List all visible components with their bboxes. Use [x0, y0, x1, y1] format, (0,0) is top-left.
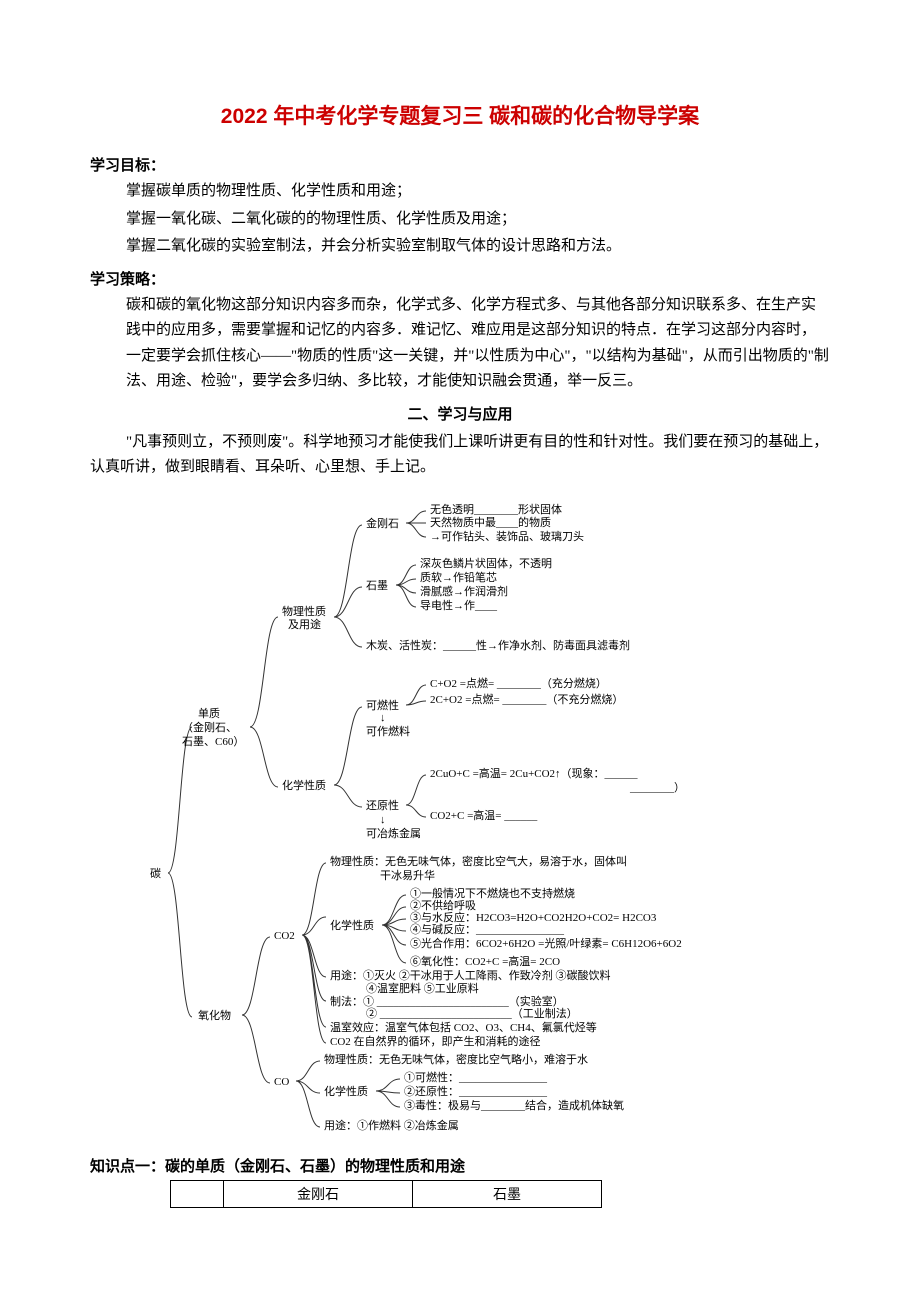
- danzhi-label: 单质: [198, 707, 220, 720]
- hyx-l1: 2CuO+C =高温= 2Cu+CO2↑（现象：______: [430, 766, 638, 780]
- root-label: 碳: [150, 866, 161, 880]
- chem-label: 化学性质: [282, 778, 326, 792]
- goals-heading: 学习目标：: [90, 154, 830, 175]
- krx-l2: 2C+O2 =点燃= ________（不充分燃烧）: [430, 692, 623, 706]
- co2-c4: ④与碱反应：________________: [410, 922, 564, 936]
- co-phys: 物理性质：无色无味气体，密度比空气略小，难溶于水: [324, 1052, 588, 1066]
- goal-1: 掌握碳单质的物理性质、化学性质和用途；: [90, 179, 830, 205]
- krx-l3: 可作燃料: [366, 724, 410, 738]
- jgs-l3: →可作钻头、装饰品、玻璃刀头: [430, 529, 584, 543]
- sm-l2: 质软→作铅笔芯: [420, 570, 497, 584]
- strategy-heading: 学习策略：: [90, 268, 830, 289]
- hyx-l2: CO2+C =高温= ______: [430, 808, 538, 822]
- properties-table: 金刚石 石墨: [170, 1180, 602, 1208]
- co2-cycle: CO2 在自然界的循环，即产生和消耗的途径: [330, 1034, 541, 1048]
- oxide-label: 氧化物: [198, 1008, 231, 1022]
- jgs-l2: 天然物质中最____的物质: [430, 515, 551, 529]
- jgs-label: 金刚石: [366, 516, 399, 530]
- co-c1: ①可燃性：________________: [404, 1070, 547, 1084]
- document-title: 2022 年中考化学专题复习三 碳和碳的化合物导学案: [90, 100, 830, 130]
- co2-c2: ②不供给呼吸: [410, 898, 476, 912]
- co2-phys2: 干冰易升华: [380, 868, 435, 882]
- co2-c3: ③与水反应：H2CO3=H2O+CO2H2O+CO2= H2CO3: [410, 910, 657, 924]
- th-blank: [171, 1180, 224, 1207]
- knowledge-tree-diagram: 碳 单质 （金刚石、 石墨、C60） 物理性质 及用途 金刚石 无色透明____…: [90, 483, 830, 1147]
- krx-label: 可燃性: [366, 698, 399, 712]
- danzhi-sub2: 石墨、C60）: [182, 735, 244, 748]
- th-diamond: 金刚石: [224, 1180, 413, 1207]
- co2-c5: ⑤光合作用：6CO2+6H2O =光照/叶绿素= C6H12O6+6O2: [410, 936, 682, 950]
- goal-2: 掌握一氧化碳、二氧化碳的的物理性质、化学性质及用途；: [90, 207, 830, 233]
- co2-c6: ⑥氧化性：CO2+C =高温= 2CO: [410, 954, 560, 968]
- krx-l1: C+O2 =点燃= ________（充分燃烧）: [430, 676, 607, 690]
- co-c3: ③毒性：极易与________结合，造成机体缺氧: [404, 1098, 624, 1112]
- strategy-text: 碳和碳的氧化物这部分知识内容多而杂，化学式多、化学方程式多、与其他各部分知识联系…: [90, 293, 830, 395]
- phys-label2: 及用途: [288, 617, 321, 631]
- co-use: 用途：①作燃料 ②冶炼金属: [324, 1118, 459, 1132]
- co-label: CO: [274, 1076, 289, 1088]
- co2-c1: ①一般情况下不燃烧也不支持燃烧: [410, 886, 575, 900]
- sm-l1: 深灰色鳞片状固体，不透明: [420, 556, 552, 570]
- co2-make2: ② ________________________（工业制法）: [366, 1006, 578, 1020]
- co2-use2: ④温室肥料 ⑤工业原料: [366, 981, 479, 995]
- section-2-heading: 二、学习与应用: [90, 403, 830, 424]
- jgs-l1: 无色透明________形状固体: [430, 502, 562, 516]
- hyx-l3: 可冶炼金属: [366, 826, 421, 840]
- co2-label: CO2: [274, 930, 295, 942]
- co2-phys: 物理性质：无色无味气体，密度比空气大，易溶于水，固体叫: [330, 854, 627, 868]
- krx-arrow: ↓: [380, 712, 386, 724]
- kp1-heading: 知识点一：碳的单质（金刚石、石墨）的物理性质和用途: [90, 1155, 830, 1176]
- hyx-label: 还原性: [366, 798, 399, 812]
- th-graphite: 石墨: [413, 1180, 602, 1207]
- sm-l3: 滑腻感→作润滑剂: [420, 584, 508, 598]
- hyx-arrow: ↓: [380, 814, 386, 826]
- danzhi-sub1: （金刚石、: [182, 720, 237, 734]
- sm-label: 石墨: [366, 579, 388, 592]
- phys-label: 物理性质: [282, 604, 326, 618]
- co2-green: 温室效应：温室气体包括 CO2、O3、CH4、氟氯代烃等: [330, 1020, 597, 1034]
- goal-3: 掌握二氧化碳的实验室制法，并会分析实验室制取气体的设计思路和方法。: [90, 234, 830, 260]
- co2-make: 制法：① ________________________（实验室）: [330, 994, 564, 1008]
- preface-text: "凡事预则立，不预则废"。科学地预习才能使我们上课听讲更有目的性和针对性。我们要…: [90, 430, 830, 481]
- co2-chem: 化学性质: [330, 918, 374, 932]
- sm-l4: 导电性→作____: [420, 598, 497, 612]
- co-c2: ②还原性：________________: [404, 1084, 547, 1098]
- co-chem: 化学性质: [324, 1084, 368, 1098]
- mt-label: 木炭、活性炭：______性→作净水剂、防毒面具滤毒剂: [366, 638, 630, 652]
- hyx-l1b: ________）: [629, 781, 685, 794]
- co2-use: 用途：①灭火 ②干冰用于人工降雨、作致冷剂 ③碳酸饮料: [330, 968, 611, 982]
